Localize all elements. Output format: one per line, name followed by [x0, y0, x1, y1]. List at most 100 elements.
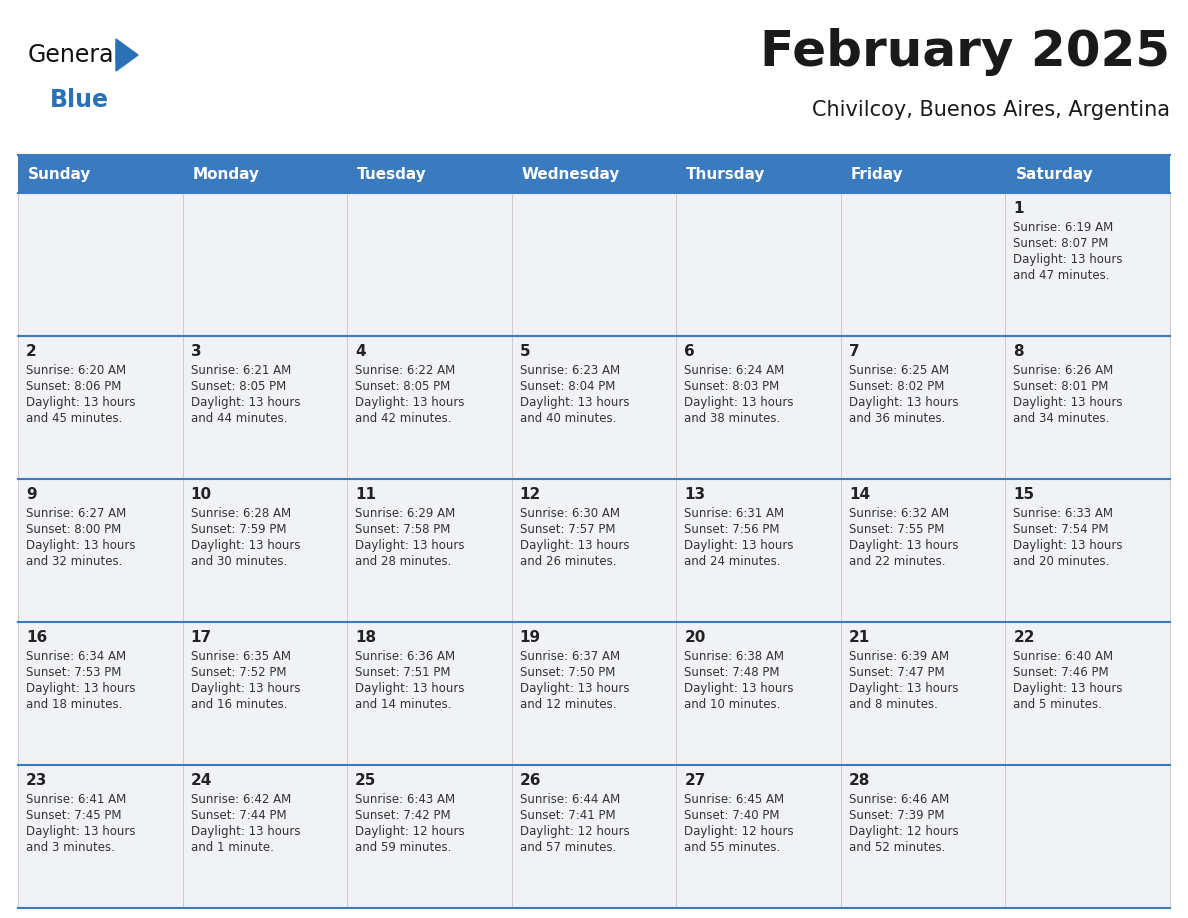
- Text: Sunrise: 6:22 AM: Sunrise: 6:22 AM: [355, 364, 455, 377]
- Bar: [841, 336, 1005, 479]
- Text: 6: 6: [684, 344, 695, 359]
- Text: Sunset: 7:52 PM: Sunset: 7:52 PM: [190, 666, 286, 679]
- Text: and 59 minutes.: and 59 minutes.: [355, 841, 451, 854]
- Text: and 52 minutes.: and 52 minutes.: [849, 841, 946, 854]
- Text: Daylight: 13 hours: Daylight: 13 hours: [26, 396, 135, 409]
- Text: 15: 15: [1013, 487, 1035, 502]
- Text: Sunset: 7:42 PM: Sunset: 7:42 PM: [355, 809, 450, 822]
- Text: Daylight: 13 hours: Daylight: 13 hours: [26, 825, 135, 838]
- Bar: [183, 193, 347, 336]
- Text: Wednesday: Wednesday: [522, 166, 620, 182]
- Bar: [841, 193, 1005, 336]
- Text: Sunrise: 6:33 AM: Sunrise: 6:33 AM: [1013, 507, 1113, 520]
- Text: 7: 7: [849, 344, 859, 359]
- Text: Sunset: 8:05 PM: Sunset: 8:05 PM: [190, 380, 286, 393]
- Text: Sunrise: 6:37 AM: Sunrise: 6:37 AM: [519, 650, 620, 663]
- Text: Tuesday: Tuesday: [358, 166, 426, 182]
- Text: Sunrise: 6:44 AM: Sunrise: 6:44 AM: [519, 793, 620, 806]
- Text: Chivilcoy, Buenos Aires, Argentina: Chivilcoy, Buenos Aires, Argentina: [813, 100, 1170, 120]
- Bar: [347, 622, 512, 765]
- Text: Sunrise: 6:24 AM: Sunrise: 6:24 AM: [684, 364, 784, 377]
- Bar: [347, 765, 512, 908]
- Text: Daylight: 13 hours: Daylight: 13 hours: [190, 682, 301, 695]
- Text: Daylight: 13 hours: Daylight: 13 hours: [1013, 682, 1123, 695]
- Bar: [347, 336, 512, 479]
- Text: 2: 2: [26, 344, 37, 359]
- Text: Sunset: 7:48 PM: Sunset: 7:48 PM: [684, 666, 779, 679]
- Text: Sunrise: 6:20 AM: Sunrise: 6:20 AM: [26, 364, 126, 377]
- Text: Sunset: 7:45 PM: Sunset: 7:45 PM: [26, 809, 121, 822]
- Bar: [512, 622, 676, 765]
- Bar: [18, 765, 183, 908]
- Bar: [676, 155, 841, 193]
- Bar: [676, 479, 841, 622]
- Text: Daylight: 13 hours: Daylight: 13 hours: [26, 539, 135, 552]
- Text: Sunrise: 6:36 AM: Sunrise: 6:36 AM: [355, 650, 455, 663]
- Text: Sunrise: 6:28 AM: Sunrise: 6:28 AM: [190, 507, 291, 520]
- Bar: [676, 622, 841, 765]
- Text: Sunrise: 6:27 AM: Sunrise: 6:27 AM: [26, 507, 126, 520]
- Text: Daylight: 13 hours: Daylight: 13 hours: [355, 539, 465, 552]
- Text: Sunrise: 6:42 AM: Sunrise: 6:42 AM: [190, 793, 291, 806]
- Bar: [347, 193, 512, 336]
- Text: Daylight: 13 hours: Daylight: 13 hours: [26, 682, 135, 695]
- Text: Saturday: Saturday: [1016, 166, 1093, 182]
- Text: Sunset: 7:50 PM: Sunset: 7:50 PM: [519, 666, 615, 679]
- Text: Daylight: 13 hours: Daylight: 13 hours: [1013, 253, 1123, 266]
- Text: 8: 8: [1013, 344, 1024, 359]
- Text: Sunset: 7:58 PM: Sunset: 7:58 PM: [355, 523, 450, 536]
- Text: and 5 minutes.: and 5 minutes.: [1013, 698, 1102, 711]
- Text: Sunset: 7:57 PM: Sunset: 7:57 PM: [519, 523, 615, 536]
- Text: and 20 minutes.: and 20 minutes.: [1013, 555, 1110, 568]
- Bar: [841, 622, 1005, 765]
- Text: Monday: Monday: [192, 166, 259, 182]
- Text: 3: 3: [190, 344, 201, 359]
- Text: and 40 minutes.: and 40 minutes.: [519, 412, 617, 425]
- Text: 19: 19: [519, 630, 541, 645]
- Text: 10: 10: [190, 487, 211, 502]
- Bar: [347, 155, 512, 193]
- Bar: [676, 765, 841, 908]
- Text: Daylight: 13 hours: Daylight: 13 hours: [190, 396, 301, 409]
- Text: Sunset: 8:00 PM: Sunset: 8:00 PM: [26, 523, 121, 536]
- Text: Sunset: 7:51 PM: Sunset: 7:51 PM: [355, 666, 450, 679]
- Text: Sunset: 7:44 PM: Sunset: 7:44 PM: [190, 809, 286, 822]
- Text: Daylight: 13 hours: Daylight: 13 hours: [684, 539, 794, 552]
- Text: Daylight: 13 hours: Daylight: 13 hours: [1013, 396, 1123, 409]
- Text: 28: 28: [849, 773, 871, 788]
- Text: Daylight: 13 hours: Daylight: 13 hours: [190, 539, 301, 552]
- Text: Sunset: 8:01 PM: Sunset: 8:01 PM: [1013, 380, 1108, 393]
- Text: Daylight: 12 hours: Daylight: 12 hours: [684, 825, 794, 838]
- Text: and 1 minute.: and 1 minute.: [190, 841, 273, 854]
- Text: Sunrise: 6:32 AM: Sunrise: 6:32 AM: [849, 507, 949, 520]
- Text: and 36 minutes.: and 36 minutes.: [849, 412, 946, 425]
- Text: and 42 minutes.: and 42 minutes.: [355, 412, 451, 425]
- Bar: [1005, 155, 1170, 193]
- Bar: [1005, 479, 1170, 622]
- Text: Sunset: 8:04 PM: Sunset: 8:04 PM: [519, 380, 615, 393]
- Bar: [512, 336, 676, 479]
- Text: Sunset: 7:54 PM: Sunset: 7:54 PM: [1013, 523, 1108, 536]
- Text: Sunrise: 6:43 AM: Sunrise: 6:43 AM: [355, 793, 455, 806]
- Text: Daylight: 13 hours: Daylight: 13 hours: [519, 539, 630, 552]
- Text: and 30 minutes.: and 30 minutes.: [190, 555, 286, 568]
- Bar: [512, 193, 676, 336]
- Bar: [1005, 622, 1170, 765]
- Text: 4: 4: [355, 344, 366, 359]
- Bar: [512, 765, 676, 908]
- Text: 17: 17: [190, 630, 211, 645]
- Text: Daylight: 13 hours: Daylight: 13 hours: [849, 396, 959, 409]
- Bar: [18, 193, 183, 336]
- Polygon shape: [116, 39, 138, 71]
- Text: and 22 minutes.: and 22 minutes.: [849, 555, 946, 568]
- Text: 23: 23: [26, 773, 48, 788]
- Text: Sunrise: 6:30 AM: Sunrise: 6:30 AM: [519, 507, 620, 520]
- Text: and 8 minutes.: and 8 minutes.: [849, 698, 937, 711]
- Bar: [841, 479, 1005, 622]
- Text: Sunrise: 6:41 AM: Sunrise: 6:41 AM: [26, 793, 126, 806]
- Text: and 26 minutes.: and 26 minutes.: [519, 555, 617, 568]
- Text: Daylight: 13 hours: Daylight: 13 hours: [519, 682, 630, 695]
- Bar: [18, 336, 183, 479]
- Text: Sunset: 7:40 PM: Sunset: 7:40 PM: [684, 809, 779, 822]
- Text: 25: 25: [355, 773, 377, 788]
